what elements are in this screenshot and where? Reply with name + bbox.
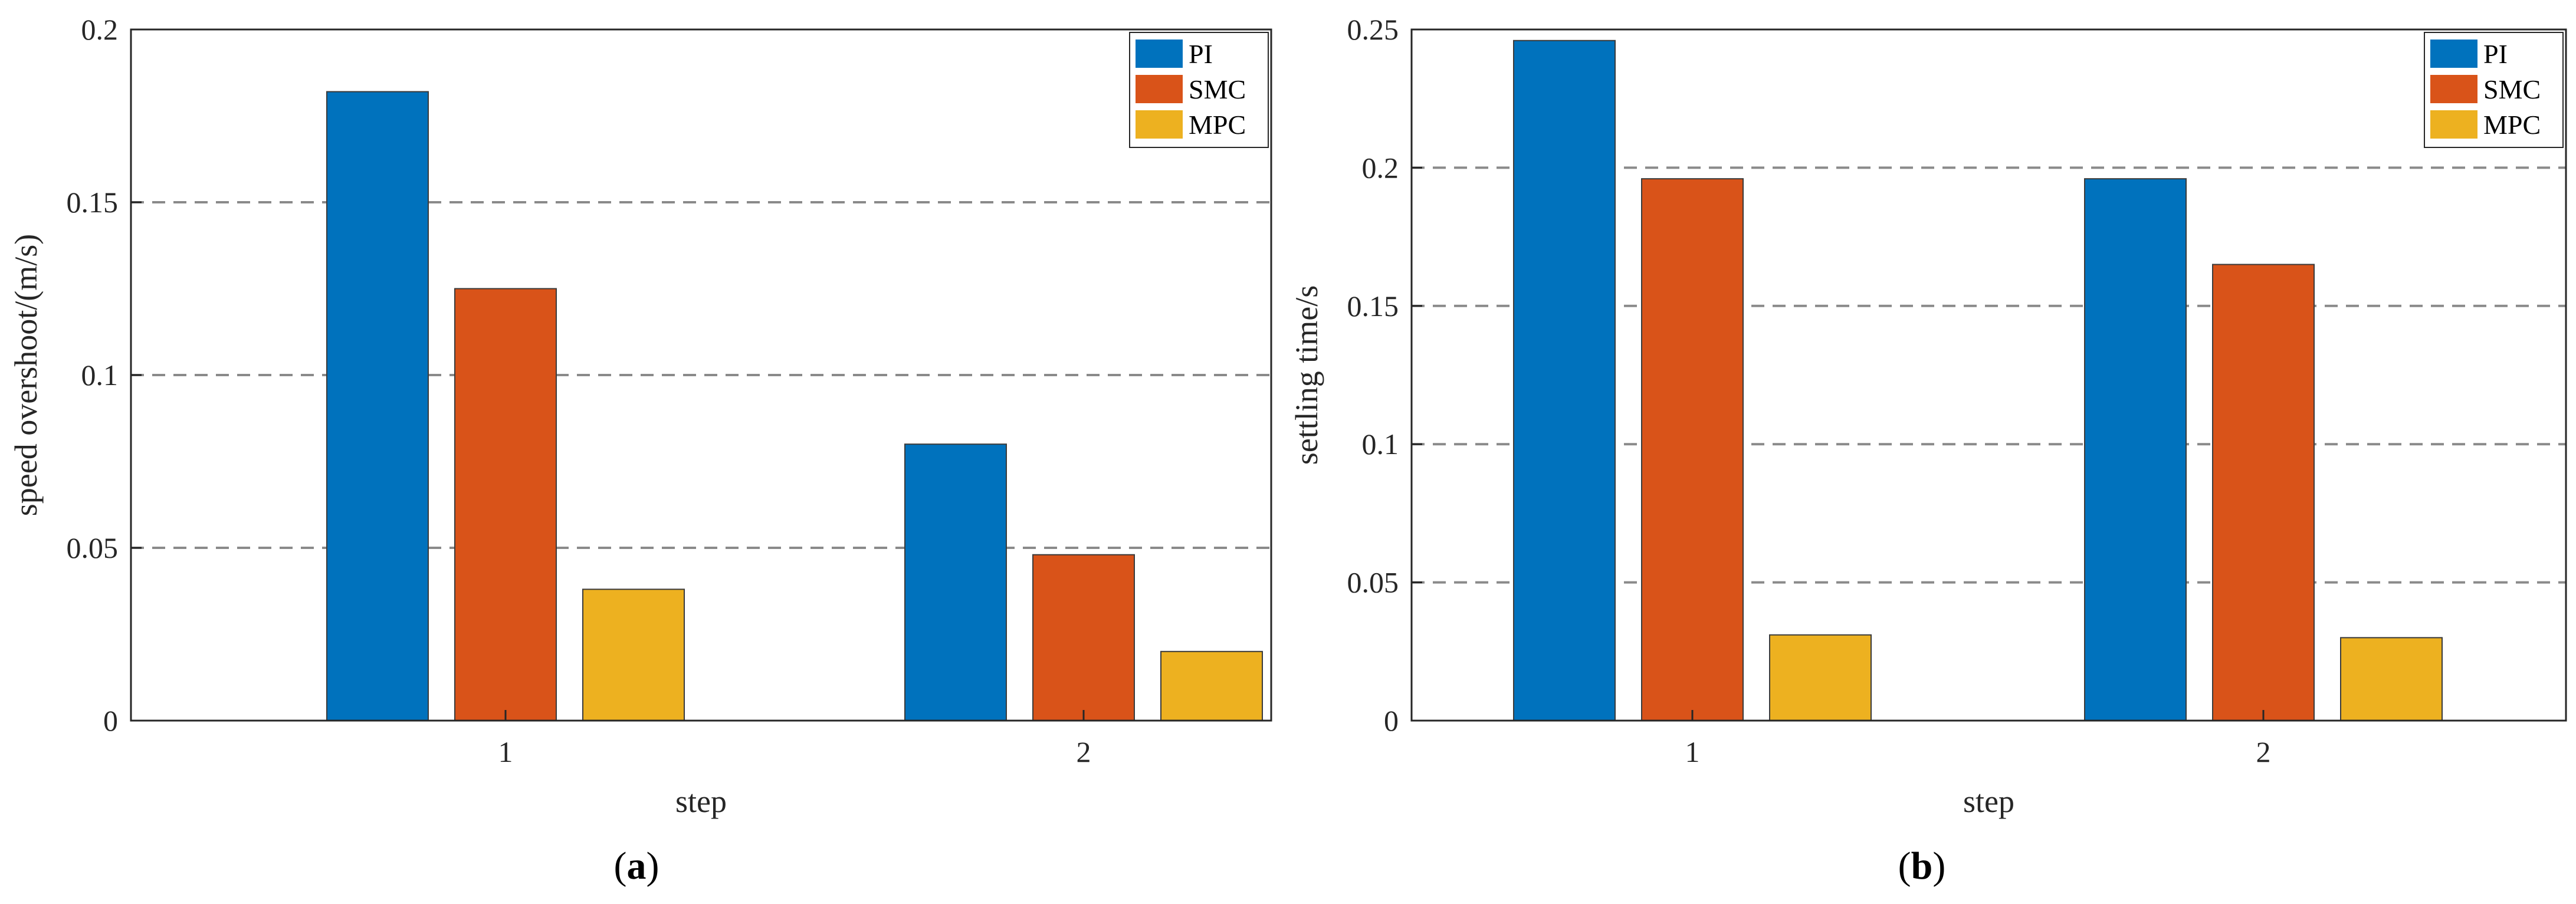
y-tick-label: 0.15 [67,186,119,219]
y-tick-label: 0.25 [1347,13,1399,46]
chart-b-x-axis-title: step [1963,784,2014,819]
y-tick-label: 0.2 [1362,151,1399,184]
y-tick-label: 0.2 [81,13,119,46]
chart-b-legend-label-mpc: MPC [2483,110,2541,140]
y-tick-label: 0.05 [1347,566,1399,599]
chart-a-legend-swatch-smc [1136,75,1183,103]
bar-smc-step-2 [1032,554,1135,721]
y-tick-label: 0.15 [1347,290,1399,323]
bar-smc-step-1 [454,288,557,721]
bar-smc-step-2 [2212,264,2315,722]
y-tick-label: 0 [1384,704,1399,737]
panel-label-a: (a) [614,844,659,887]
x-tick-label: 1 [1685,735,1700,768]
chart-a-y-ticks: 0 0.05 0.1 0.15 0.2 [67,13,142,737]
chart-a-legend-label-mpc: MPC [1189,110,1246,140]
y-tick-label: 0.1 [1362,428,1399,461]
bar-pi-step-1 [1513,40,1616,722]
bar-mpc-step-1 [582,589,685,721]
y-tick-label: 0.1 [81,359,119,392]
x-tick-label: 2 [2256,735,2271,768]
chart-a-legend: PI SMC MPC [1129,32,1269,148]
panel-label-b: (b) [1898,844,1946,887]
bar-pi-step-2 [2084,178,2187,722]
bar-smc-step-1 [1641,178,1744,722]
chart-a-legend-label-pi: PI [1189,39,1213,69]
chart-a-gridlines [131,201,1271,549]
bar-mpc-step-2 [1160,650,1263,722]
y-tick-label: 0 [103,704,118,737]
chart-b-legend-swatch-pi [2430,40,2477,68]
bar-pi-step-1 [326,91,429,722]
x-tick-label: 1 [498,735,513,768]
bar-pi-step-2 [904,443,1007,721]
chart-a-legend-swatch-pi [1136,40,1183,68]
chart-b-legend-label-smc: SMC [2483,74,2541,104]
y-tick-label: 0.05 [67,531,119,564]
chart-b-y-axis-title: settling time/s [1289,285,1324,465]
x-tick-label: 2 [1077,735,1091,768]
chart-b-legend: PI SMC MPC [2424,32,2564,148]
chart-b-legend-swatch-smc [2430,75,2477,103]
chart-b-bars [1513,40,2443,722]
chart-b-legend-swatch-mpc [2430,110,2477,139]
chart-b-legend-label-pi: PI [2483,39,2508,69]
chart-a-legend-label-smc: SMC [1189,74,1246,104]
bar-mpc-step-1 [1769,634,1872,721]
bar-mpc-step-2 [2340,637,2443,721]
chart-b-y-ticks: 0 0.05 0.1 0.15 0.2 0.25 [1347,13,1422,737]
chart-a-y-axis-title: speed overshoot/(m/s) [8,234,44,516]
chart-b-plot-frame [1410,28,2567,722]
chart-a-legend-swatch-mpc [1136,110,1183,139]
chart-a-x-axis-title: step [675,784,727,819]
chart-a-bars [326,91,1263,722]
